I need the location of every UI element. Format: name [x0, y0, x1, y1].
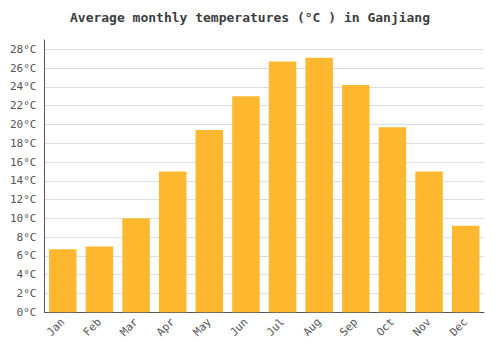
svg-text:24°C: 24°C	[10, 80, 37, 93]
svg-text:14°C: 14°C	[10, 174, 37, 187]
svg-text:Average monthly temperatures (: Average monthly temperatures (°C ) in Ga…	[70, 10, 430, 25]
svg-text:Oct: Oct	[374, 316, 397, 339]
svg-text:20°C: 20°C	[10, 118, 37, 131]
svg-text:12°C: 12°C	[10, 193, 37, 206]
svg-text:Dec: Dec	[447, 316, 470, 339]
svg-text:May: May	[191, 315, 214, 338]
svg-text:8°C: 8°C	[17, 231, 37, 244]
svg-text:6°C: 6°C	[17, 249, 37, 262]
svg-text:0°C: 0°C	[17, 306, 37, 319]
svg-text:Jun: Jun	[227, 316, 250, 339]
svg-text:Sep: Sep	[337, 316, 360, 339]
svg-text:18°C: 18°C	[10, 137, 37, 150]
svg-text:Aug: Aug	[301, 316, 324, 339]
svg-text:26°C: 26°C	[10, 62, 37, 75]
svg-text:2°C: 2°C	[17, 287, 37, 300]
svg-text:Apr: Apr	[154, 315, 177, 338]
svg-text:Jul: Jul	[264, 316, 287, 339]
svg-text:4°C: 4°C	[17, 268, 37, 281]
svg-text:Jan: Jan	[44, 316, 67, 339]
svg-text:10°C: 10°C	[10, 212, 37, 225]
svg-text:Feb: Feb	[81, 316, 104, 339]
svg-text:22°C: 22°C	[10, 99, 37, 112]
svg-text:16°C: 16°C	[10, 156, 37, 169]
svg-text:Mar: Mar	[117, 315, 140, 338]
svg-text:Nov: Nov	[410, 315, 433, 338]
svg-text:28°C: 28°C	[10, 43, 37, 56]
